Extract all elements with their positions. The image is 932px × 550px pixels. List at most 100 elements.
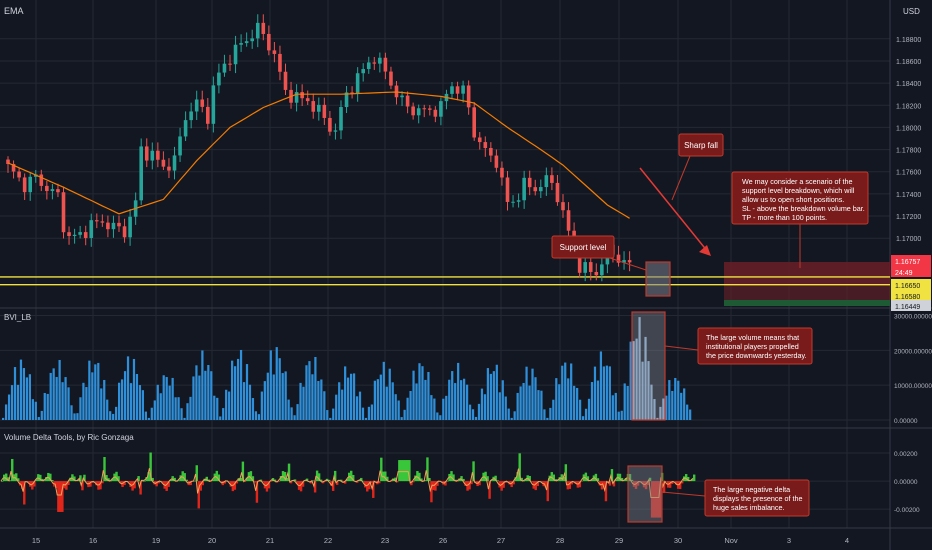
volume-bar xyxy=(213,395,216,420)
delta-bar xyxy=(321,481,325,484)
volume-bar xyxy=(207,364,210,420)
delta-bar xyxy=(135,481,138,482)
price-pane[interactable]: EMA USD 1.170001.172001.174001.176001.17… xyxy=(0,6,931,311)
delta-bar xyxy=(534,481,537,491)
support-level-text: Support level xyxy=(560,243,607,252)
candle-body xyxy=(61,192,66,233)
volume-bar xyxy=(225,389,228,420)
volume-bar xyxy=(430,395,433,420)
delta-bar xyxy=(594,473,598,482)
candle-body xyxy=(428,108,432,110)
delta-bar xyxy=(520,477,523,482)
candle-body xyxy=(439,101,443,117)
volume-bar xyxy=(468,404,472,420)
candle-body xyxy=(561,202,565,211)
volume-bar xyxy=(659,406,662,420)
candle-body xyxy=(472,107,476,138)
delta-bar xyxy=(490,480,493,482)
delta-bar xyxy=(211,479,215,482)
candle-body xyxy=(139,146,143,201)
candle-body xyxy=(550,175,554,183)
delta-bar xyxy=(33,481,36,487)
delta-bar xyxy=(550,472,553,482)
delta-note-line-2: displays the presence of the xyxy=(713,494,803,503)
delta-bar xyxy=(309,481,313,484)
candle-body xyxy=(189,111,193,121)
candle-body xyxy=(39,174,44,186)
volume-bar xyxy=(581,416,585,420)
candle-body xyxy=(200,99,205,107)
delta-bar xyxy=(105,475,108,482)
delta-bar xyxy=(572,481,576,482)
delta-bar xyxy=(43,480,46,482)
time-tick-label: 26 xyxy=(439,536,447,545)
volume-bar xyxy=(201,350,204,420)
volume-bar xyxy=(135,374,139,420)
volume-bar xyxy=(373,380,376,420)
volume-pane[interactable]: BVI_LB 30000.00000 20000.00000 10000.00000… xyxy=(2,311,932,425)
delta-bar xyxy=(115,471,118,482)
volume-bar xyxy=(424,379,427,420)
delta-bar xyxy=(450,471,453,482)
volume-bar xyxy=(82,382,85,420)
candle-body xyxy=(350,92,354,94)
delta-bar xyxy=(167,481,170,487)
delta-bar xyxy=(644,481,648,490)
delta-bar xyxy=(648,477,652,482)
volume-bar xyxy=(626,385,629,420)
delta-bar xyxy=(364,481,367,488)
delta-bar xyxy=(245,477,249,482)
time-tick-label: 4 xyxy=(845,536,849,545)
delta-bar xyxy=(89,481,92,487)
volume-bar xyxy=(91,372,94,420)
delta-tick-label: 0.00000 xyxy=(894,479,918,486)
volume-bar xyxy=(477,403,481,420)
candle-body xyxy=(328,117,332,132)
volume-bar xyxy=(126,356,130,420)
volume-bar xyxy=(492,371,495,420)
candle-body xyxy=(405,95,410,107)
delta-bar xyxy=(556,480,560,482)
delta-pane[interactable]: Volume Delta Tools, by Ric Gonzaga 0.002… xyxy=(0,433,920,523)
delta-bar xyxy=(293,479,297,482)
time-axis[interactable]: 15 16 19 20 21 22 23 26 27 28 29 30 Nov 3 4 xyxy=(32,536,849,545)
volume-bar xyxy=(623,383,626,420)
volume-bar xyxy=(489,373,492,420)
delta-bar xyxy=(133,481,136,489)
volume-bar xyxy=(49,372,52,420)
time-tick-label: 16 xyxy=(89,536,97,545)
delta-bar xyxy=(690,479,694,482)
candle-body xyxy=(544,175,549,188)
delta-bar xyxy=(602,481,606,488)
volume-axis-ticks[interactable]: 30000.00000 20000.00000 10000.00000 0.00000 xyxy=(894,313,932,425)
scenario-callout xyxy=(731,171,869,225)
delta-bar xyxy=(646,481,650,486)
delta-bar xyxy=(640,481,644,484)
delta-note-line-1: The large negative delta xyxy=(713,485,790,494)
price-tick-label: 1.18200 xyxy=(896,103,921,110)
delta-bar xyxy=(45,477,48,482)
delta-bar xyxy=(428,478,431,482)
price-axis-ticks[interactable]: 1.17000 1.17200 1.17400 1.17600 1.17800 1.180… xyxy=(896,37,921,243)
volume-bar xyxy=(674,377,677,420)
volume-bar xyxy=(522,382,525,420)
delta-bar xyxy=(185,479,188,482)
delta-bar xyxy=(434,481,437,491)
delta-bar xyxy=(121,481,124,488)
volume-bar xyxy=(174,397,177,420)
price-label-text: 1.16757 xyxy=(895,259,920,266)
volume-bar xyxy=(79,397,82,420)
volume-tick-label: 10000.00000 xyxy=(894,383,932,390)
candle-body xyxy=(250,38,254,42)
candle-body xyxy=(11,163,16,172)
delta-axis-ticks[interactable]: 0.00200 0.00000 -0.00200 xyxy=(894,451,920,514)
candle-body xyxy=(183,120,188,137)
volume-bar xyxy=(641,361,644,420)
volume-bar xyxy=(525,366,528,420)
delta-bar xyxy=(301,481,305,487)
volume-bar xyxy=(189,396,192,420)
delta-bar xyxy=(598,481,602,486)
volume-bar xyxy=(239,349,243,420)
delta-bar xyxy=(227,481,231,482)
volume-bar xyxy=(183,417,186,420)
